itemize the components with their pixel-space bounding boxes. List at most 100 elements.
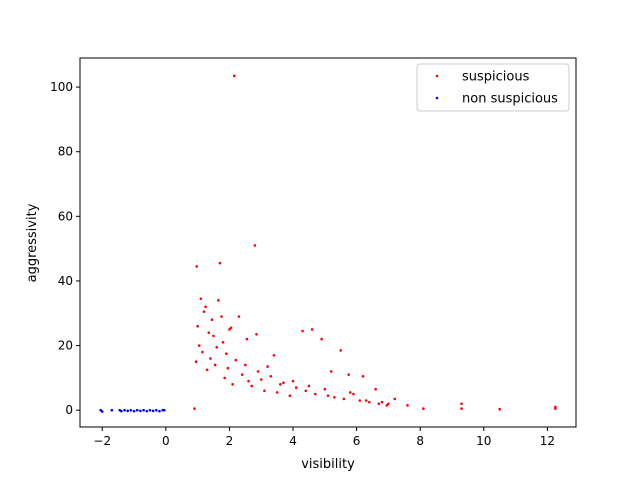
point-suspicious [377,402,381,406]
point-non-suspicious [162,408,166,412]
series-non-suspicious [99,408,166,413]
legend-label-suspicious: suspicious [462,70,530,85]
point-suspicious [406,404,409,407]
point-suspicious [218,261,222,265]
point-suspicious [323,387,327,391]
point-suspicious [228,328,231,331]
point-suspicious [272,353,276,357]
x-axis-label: visibility [301,457,355,472]
point-non-suspicious [142,408,145,412]
point-suspicious [245,337,249,341]
point-suspicious [385,404,389,407]
point-suspicious [250,384,253,388]
point-suspicious [259,378,263,381]
point-suspicious [255,332,258,336]
legend-label-non-suspicious: non suspicious [462,92,558,107]
x-axis: −2 0 2 4 6 8 10 12 [93,427,555,448]
point-suspicious [364,399,368,402]
point-suspicious [220,315,223,318]
point-non-suspicious [139,409,142,413]
point-suspicious [358,399,362,402]
point-suspicious [288,394,292,397]
x-tick-label: 6 [353,434,361,448]
point-suspicious [205,368,209,372]
point-suspicious [234,358,238,362]
y-tick-label: 80 [58,145,73,159]
y-tick-label: 60 [58,209,73,223]
point-suspicious [231,383,234,386]
point-suspicious [374,387,377,391]
point-suspicious [347,373,350,376]
point-suspicious [304,389,308,393]
x-tick-label: 2 [226,434,234,448]
legend-marker-non-suspicious [435,96,439,100]
point-suspicious [195,265,198,268]
y-tick-label: 40 [58,274,73,288]
series-suspicious [193,74,557,411]
point-suspicious [333,395,336,399]
point-suspicious [232,74,236,78]
point-suspicious [310,328,314,331]
x-tick-label: 0 [162,434,170,448]
point-suspicious [201,350,204,354]
point-suspicious [393,397,397,401]
point-suspicious [224,352,228,355]
point-suspicious [193,407,196,410]
point-suspicious [313,392,317,396]
y-tick-label: 0 [65,403,73,417]
point-suspicious [229,326,233,330]
y-axis: 0 20 40 60 80 100 [50,80,80,417]
point-suspicious [342,397,346,401]
point-suspicious [207,331,211,334]
point-suspicious [326,394,330,397]
point-non-suspicious [126,409,129,413]
x-tick-label: −2 [93,434,111,448]
point-suspicious [237,315,241,318]
y-tick-label: 20 [58,339,73,353]
x-tick-label: 4 [289,434,297,448]
x-tick-label: 12 [540,434,555,448]
point-suspicious [266,365,269,368]
point-suspicious [210,318,214,322]
legend-box [416,63,570,112]
point-suspicious [275,391,279,394]
point-suspicious [460,407,463,410]
point-suspicious [213,363,217,367]
point-non-suspicious [110,408,114,412]
point-suspicious [217,299,220,302]
point-suspicious [387,402,390,406]
point-suspicious [212,334,215,338]
legend: suspicious non suspicious [416,63,570,112]
point-suspicious [215,345,219,349]
point-suspicious [247,379,250,383]
point-suspicious [223,376,226,380]
point-non-suspicious [158,409,161,413]
point-suspicious [221,341,225,344]
point-suspicious [320,337,323,341]
y-tick-label: 100 [50,80,73,94]
point-suspicious [226,366,230,370]
point-suspicious [199,297,203,301]
point-suspicious [202,310,206,313]
point-suspicious [460,402,463,406]
point-suspicious [294,386,298,389]
point-non-suspicious [145,409,149,413]
x-tick-label: 10 [476,434,491,448]
point-suspicious [361,374,365,378]
point-suspicious [329,370,333,373]
point-suspicious [380,400,384,404]
point-non-suspicious [155,408,158,412]
point-suspicious [256,370,260,373]
point-suspicious [204,305,207,309]
point-suspicious [279,383,282,386]
point-suspicious [269,374,273,378]
point-non-suspicious [135,408,139,412]
point-suspicious [352,392,355,396]
x-tick-label: 8 [416,434,424,448]
point-suspicious [197,344,201,347]
point-non-suspicious [129,408,133,412]
point-non-suspicious [151,409,155,413]
point-suspicious [422,407,425,410]
point-non-suspicious [123,408,126,412]
